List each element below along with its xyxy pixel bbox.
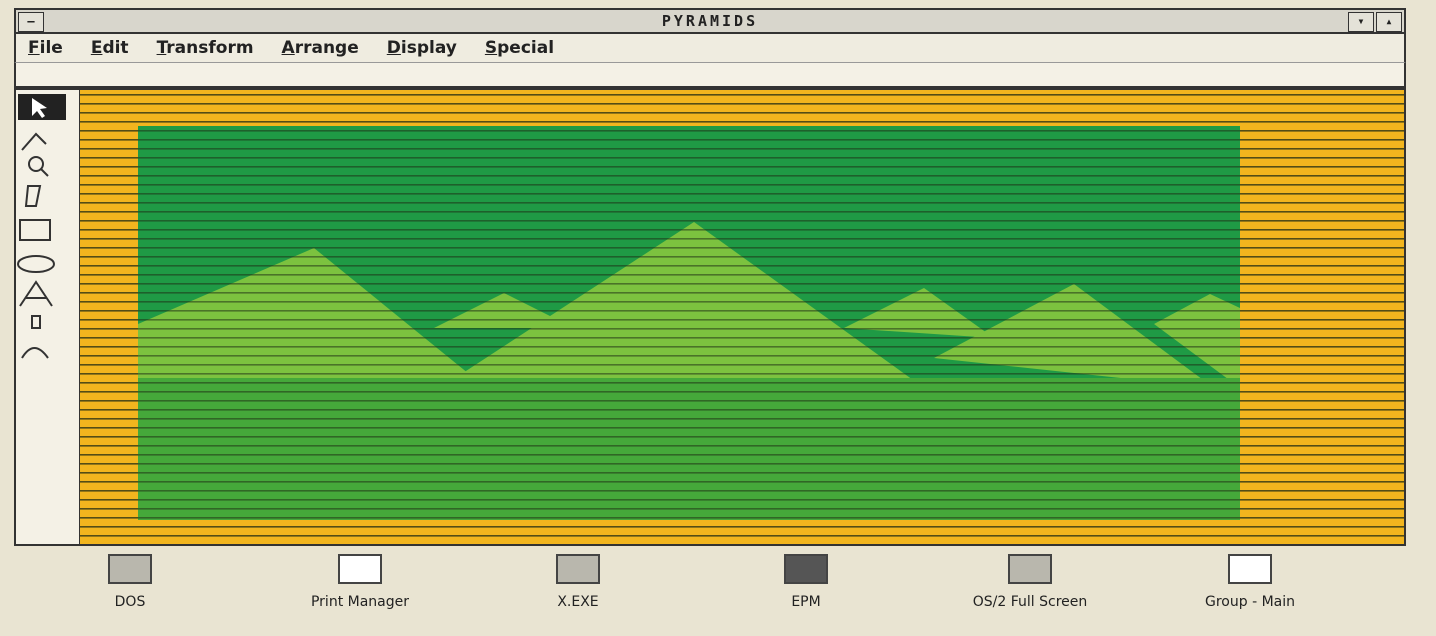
icon-label: Group - Main: [1205, 594, 1295, 610]
window-title: PYRAMIDS: [661, 12, 759, 30]
toolbox: [14, 88, 81, 546]
desktop-icon[interactable]: Print Manager: [260, 554, 460, 610]
desktop-icons: DOS Print Manager X.EXE EPM OS/2 Full Sc…: [0, 548, 1436, 636]
icon-image: [108, 554, 152, 584]
desktop-icon[interactable]: EPM: [706, 554, 906, 610]
icon-label: X.EXE: [557, 594, 599, 610]
menu-item[interactable]: File: [28, 38, 63, 58]
tool-rectangle[interactable]: [19, 219, 51, 241]
menu-item[interactable]: Edit: [90, 38, 129, 58]
desktop-icon[interactable]: Group - Main: [1150, 554, 1350, 610]
scan-lines: [138, 126, 1240, 520]
icon-label: DOS: [114, 594, 146, 610]
icon-image: [556, 554, 600, 584]
menu-item[interactable]: Transform: [156, 38, 254, 58]
tool-node[interactable]: [21, 132, 47, 151]
menu-item[interactable]: Arrange: [281, 38, 359, 58]
icon-label: EPM: [791, 594, 821, 610]
maximize-button[interactable]: ▴: [1376, 12, 1402, 32]
tool-ellipse[interactable]: [17, 255, 55, 273]
menu-item[interactable]: Special: [484, 38, 555, 58]
menu-bar: File Edit Transform Arrange Display Spec…: [14, 34, 1406, 62]
ruler-strip: [14, 62, 1406, 88]
menu-item[interactable]: Display: [386, 38, 457, 58]
icon-image: [338, 554, 382, 584]
icon-label: Print Manager: [310, 594, 410, 610]
system-menu-button[interactable]: —: [18, 12, 44, 32]
icon-label: OS/2 Full Screen: [972, 594, 1088, 610]
title-bar: — PYRAMIDS ▾ ▴: [14, 8, 1406, 34]
desktop-icon[interactable]: DOS: [30, 554, 230, 610]
tool-text[interactable]: [19, 280, 53, 307]
icon-image: [1228, 554, 1272, 584]
drawing-area: [14, 88, 1406, 546]
icon-image: [784, 554, 828, 584]
tool-pencil[interactable]: [24, 185, 42, 207]
desktop-icon[interactable]: OS/2 Full Screen: [930, 554, 1130, 610]
tool-outline[interactable]: [21, 347, 49, 359]
minimize-button[interactable]: ▾: [1348, 12, 1374, 32]
icon-image: [1008, 554, 1052, 584]
tool-zoom[interactable]: [28, 156, 44, 172]
tool-fill[interactable]: [31, 315, 41, 329]
desktop-icon[interactable]: X.EXE: [478, 554, 678, 610]
window-border: [14, 88, 1406, 546]
